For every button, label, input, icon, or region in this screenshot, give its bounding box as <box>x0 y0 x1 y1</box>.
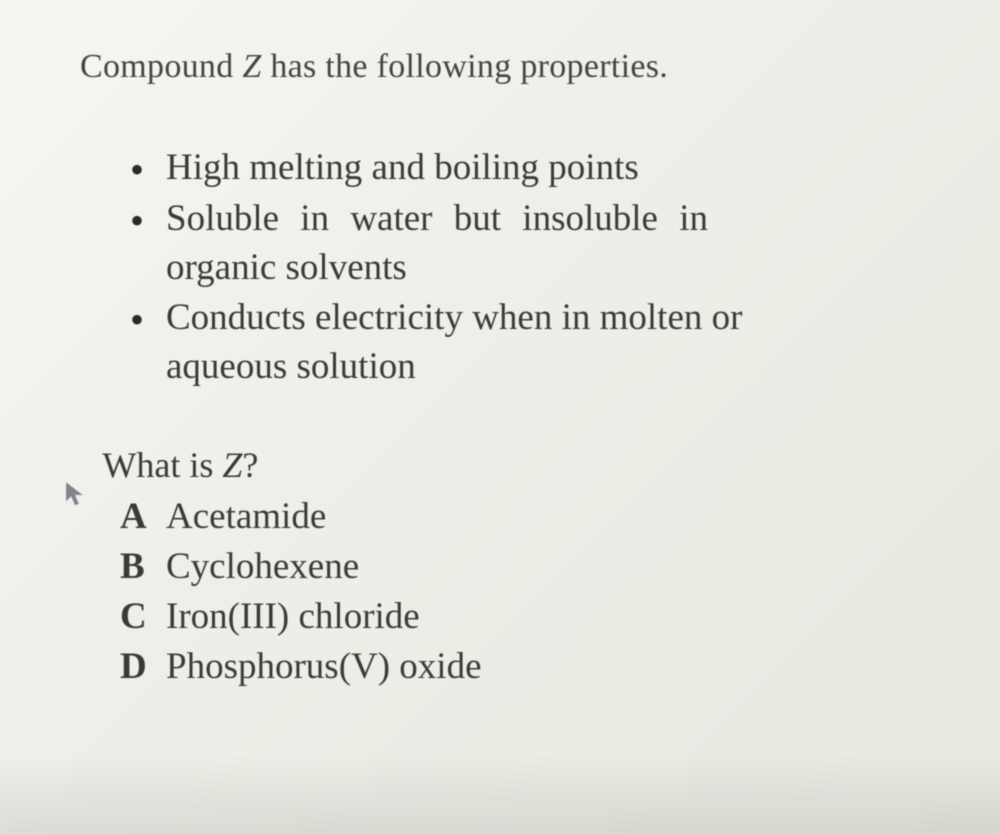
option-letter: D <box>120 642 166 692</box>
option-letter: B <box>120 542 166 592</box>
option-c[interactable]: CIron(III) chloride <box>120 592 940 642</box>
option-letter: C <box>120 592 166 642</box>
subq-text-pre: What is <box>102 445 222 485</box>
stem-variable: Z <box>242 48 261 85</box>
bullet-item: High melting and boiling points <box>130 144 940 193</box>
subq-text-post: ? <box>242 445 258 485</box>
bullet-text-line2: organic solvents <box>166 244 940 293</box>
bullet-text-line1: Conducts electricity when in molten or <box>166 297 742 338</box>
bullet-item: Conducts electricity when in molten or a… <box>130 294 940 392</box>
bullet-item: Soluble in water but insoluble in organi… <box>130 195 940 293</box>
properties-list: High melting and boiling points Soluble … <box>80 144 940 392</box>
sub-question: What is Z? <box>94 444 940 486</box>
option-text: Cyclohexene <box>166 546 359 587</box>
stem-text-post: has the following properties. <box>262 48 669 85</box>
option-text: Acetamide <box>166 496 326 537</box>
options-list: AAcetamide BCyclohexene CIron(III) chlor… <box>80 492 940 692</box>
option-letter: A <box>120 492 166 542</box>
option-text: Phosphorus(V) oxide <box>166 646 482 687</box>
option-d[interactable]: DPhosphorus(V) oxide <box>120 642 940 692</box>
bullet-text-line2: aqueous solution <box>166 343 940 392</box>
question-stem: Compound Z has the following properties. <box>80 48 940 86</box>
option-b[interactable]: BCyclohexene <box>120 542 940 592</box>
option-text: Iron(III) chloride <box>166 596 420 637</box>
bottom-shadow <box>0 754 1000 834</box>
subq-variable: Z <box>222 445 242 485</box>
bullet-text-line1: Soluble in water but insoluble in <box>166 198 708 239</box>
bullet-text: High melting and boiling points <box>166 147 639 188</box>
stem-text-pre: Compound <box>80 48 242 85</box>
option-a[interactable]: AAcetamide <box>120 492 940 542</box>
